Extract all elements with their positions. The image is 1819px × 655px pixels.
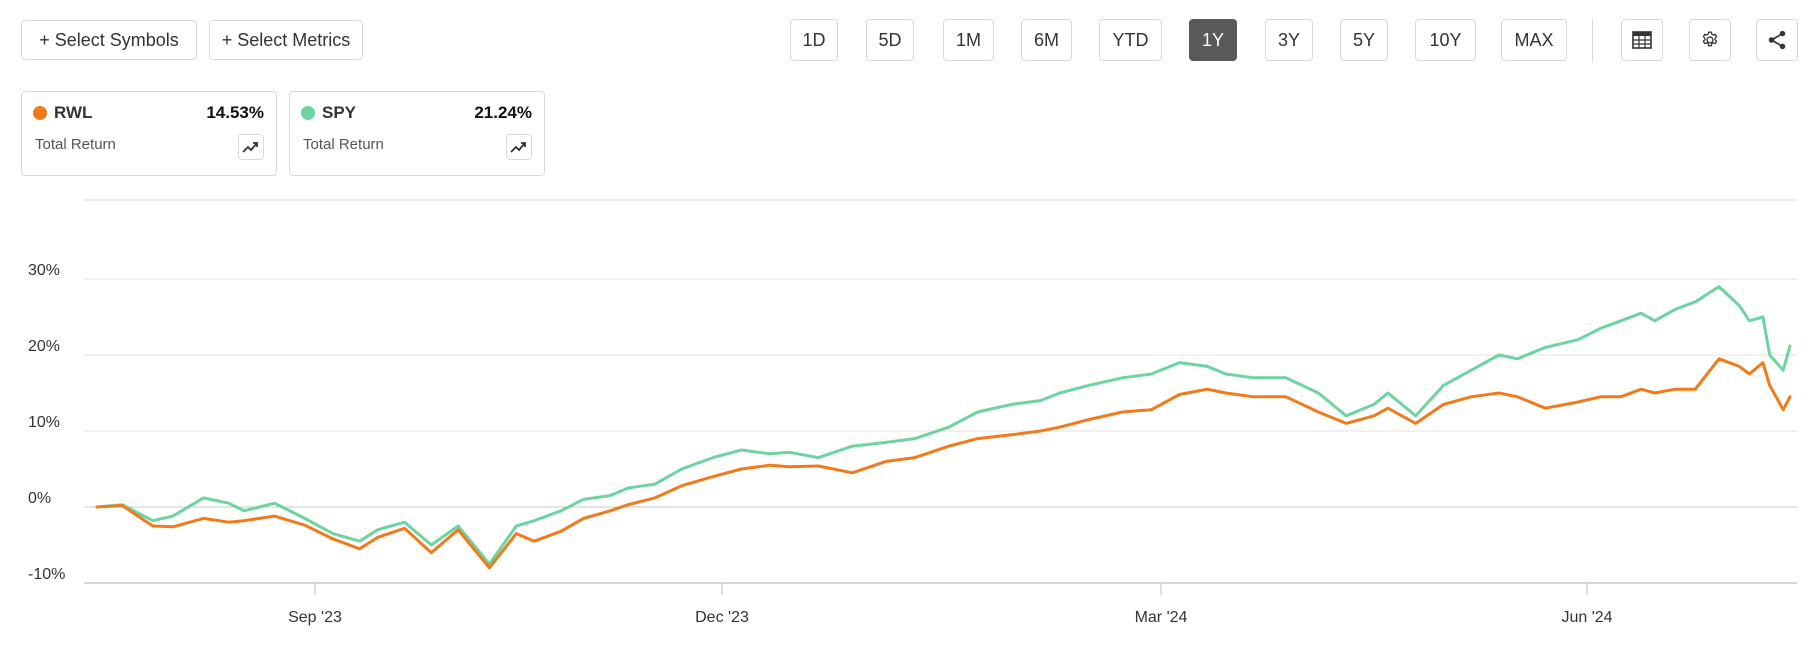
- total-return-chart: 30% 20% 10% 0% -10% Sep '23 Dec '23 Mar '24 Jun…: [28, 199, 1797, 626]
- range-1y-button[interactable]: 1Y: [1189, 19, 1237, 61]
- range-max-button[interactable]: MAX: [1501, 19, 1567, 61]
- range-ytd-button[interactable]: YTD: [1099, 19, 1162, 61]
- legend-metric-label: Total Return: [35, 136, 116, 153]
- y-tick-label: 0%: [28, 490, 51, 507]
- rwl-color-dot: [33, 106, 47, 120]
- range-1m-button[interactable]: 1M: [943, 19, 994, 61]
- series-layer: [95, 285, 1792, 570]
- trend-chart-button[interactable]: [238, 134, 264, 160]
- spy-color-dot: [301, 106, 315, 120]
- x-tick-label: Mar '24: [1135, 609, 1188, 626]
- select-metrics-button[interactable]: + Select Metrics: [209, 20, 363, 60]
- grid: [84, 199, 1797, 584]
- legend-card-rwl: RWL 14.53% Total Return: [21, 91, 277, 176]
- table-view-button[interactable]: [1621, 19, 1663, 61]
- legend-value: 14.53%: [206, 103, 264, 122]
- range-3y-button[interactable]: 3Y: [1265, 19, 1313, 61]
- settings-button[interactable]: [1689, 19, 1731, 61]
- series-line-rwl: [95, 357, 1792, 570]
- y-tick-label: 20%: [28, 338, 60, 355]
- trend-chart-button[interactable]: [506, 134, 532, 160]
- range-10y-button[interactable]: 10Y: [1415, 19, 1476, 61]
- y-tick-label: 10%: [28, 414, 60, 431]
- range-5d-button[interactable]: 5D: [866, 19, 914, 61]
- legend-value: 21.24%: [474, 103, 532, 122]
- series-line-spy: [95, 285, 1792, 566]
- range-1d-button[interactable]: 1D: [790, 19, 838, 61]
- legend-symbol: SPY: [322, 103, 357, 122]
- y-axis: 30% 20% 10% 0% -10%: [28, 262, 65, 583]
- legend-metric-label: Total Return: [303, 136, 384, 153]
- share-button[interactable]: [1756, 19, 1798, 61]
- range-5y-button[interactable]: 5Y: [1340, 19, 1388, 61]
- legend-card-spy: SPY 21.24% Total Return: [289, 91, 545, 176]
- trending-up-icon: [510, 142, 526, 153]
- y-tick-label: -10%: [28, 566, 65, 583]
- gear-icon: [1702, 31, 1718, 47]
- toolbar-divider: [1592, 19, 1593, 63]
- x-axis: Sep '23 Dec '23 Mar '24 Jun '24: [288, 583, 1613, 626]
- legend-symbol: RWL: [54, 103, 93, 122]
- share-icon: [1768, 30, 1786, 50]
- x-tick-label: Dec '23: [695, 609, 749, 626]
- table-icon: [1632, 31, 1652, 49]
- range-6m-button[interactable]: 6M: [1021, 19, 1072, 61]
- x-tick-label: Sep '23: [288, 609, 342, 626]
- select-symbols-button[interactable]: + Select Symbols: [21, 20, 197, 60]
- y-tick-label: 30%: [28, 262, 60, 279]
- x-tick-label: Jun '24: [1561, 609, 1612, 626]
- trending-up-icon: [242, 142, 258, 153]
